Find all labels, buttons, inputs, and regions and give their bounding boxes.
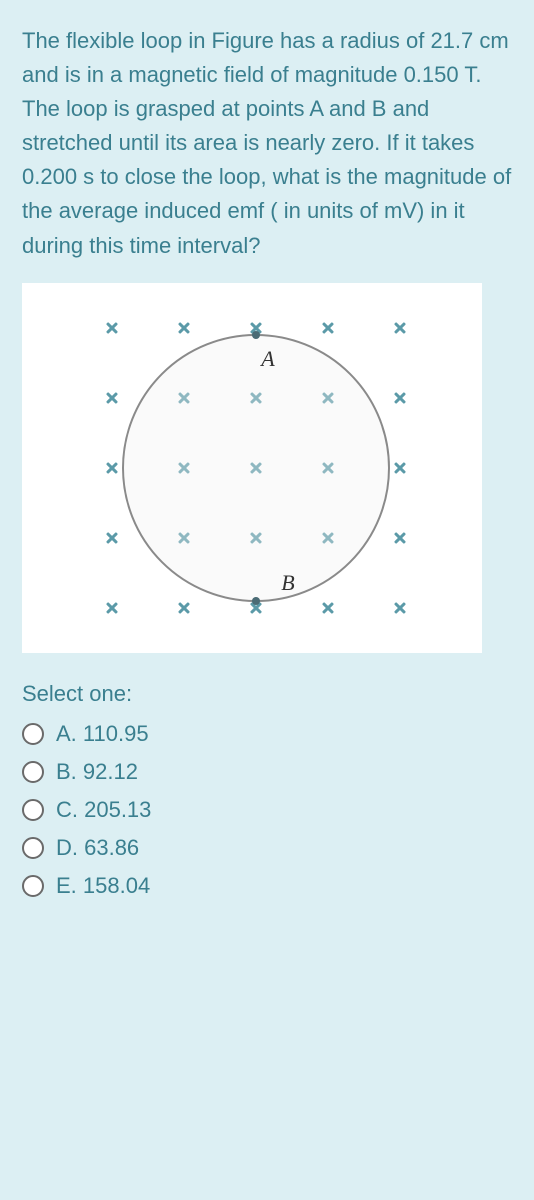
field-cross-icon [104,460,120,476]
field-cross-icon [104,390,120,406]
field-cross-icon [392,530,408,546]
field-cross-icon [392,460,408,476]
option-c[interactable]: C. 205.13 [22,797,512,823]
option-b[interactable]: B. 92.12 [22,759,512,785]
option-d[interactable]: D. 63.86 [22,835,512,861]
radio-icon [22,875,44,897]
question-text: The flexible loop in Figure has a radius… [22,24,512,263]
option-label: A. 110.95 [56,721,149,747]
field-cross-icon [392,390,408,406]
point-b-dot [252,597,260,605]
field-cross-icon [104,530,120,546]
option-label: E. 158.04 [56,873,150,899]
option-e[interactable]: E. 158.04 [22,873,512,899]
figure-panel: AB [22,283,482,653]
field-cross-icon [176,320,192,336]
radio-icon [22,761,44,783]
option-label: C. 205.13 [56,797,151,823]
loop-circle [122,334,390,602]
option-label: D. 63.86 [56,835,139,861]
point-b-label: B [281,570,294,596]
field-cross-icon [176,600,192,616]
point-a-dot [252,331,260,339]
field-cross-icon [392,600,408,616]
select-prompt: Select one: [22,681,512,707]
radio-icon [22,723,44,745]
option-label: B. 92.12 [56,759,138,785]
options-group: A. 110.95 B. 92.12 C. 205.13 D. 63.86 E.… [22,721,512,899]
radio-icon [22,799,44,821]
radio-icon [22,837,44,859]
field-cross-icon [104,320,120,336]
field-cross-icon [320,600,336,616]
option-a[interactable]: A. 110.95 [22,721,512,747]
field-cross-icon [392,320,408,336]
field-cross-icon [104,600,120,616]
field-cross-icon [320,320,336,336]
point-a-label: A [261,346,274,372]
